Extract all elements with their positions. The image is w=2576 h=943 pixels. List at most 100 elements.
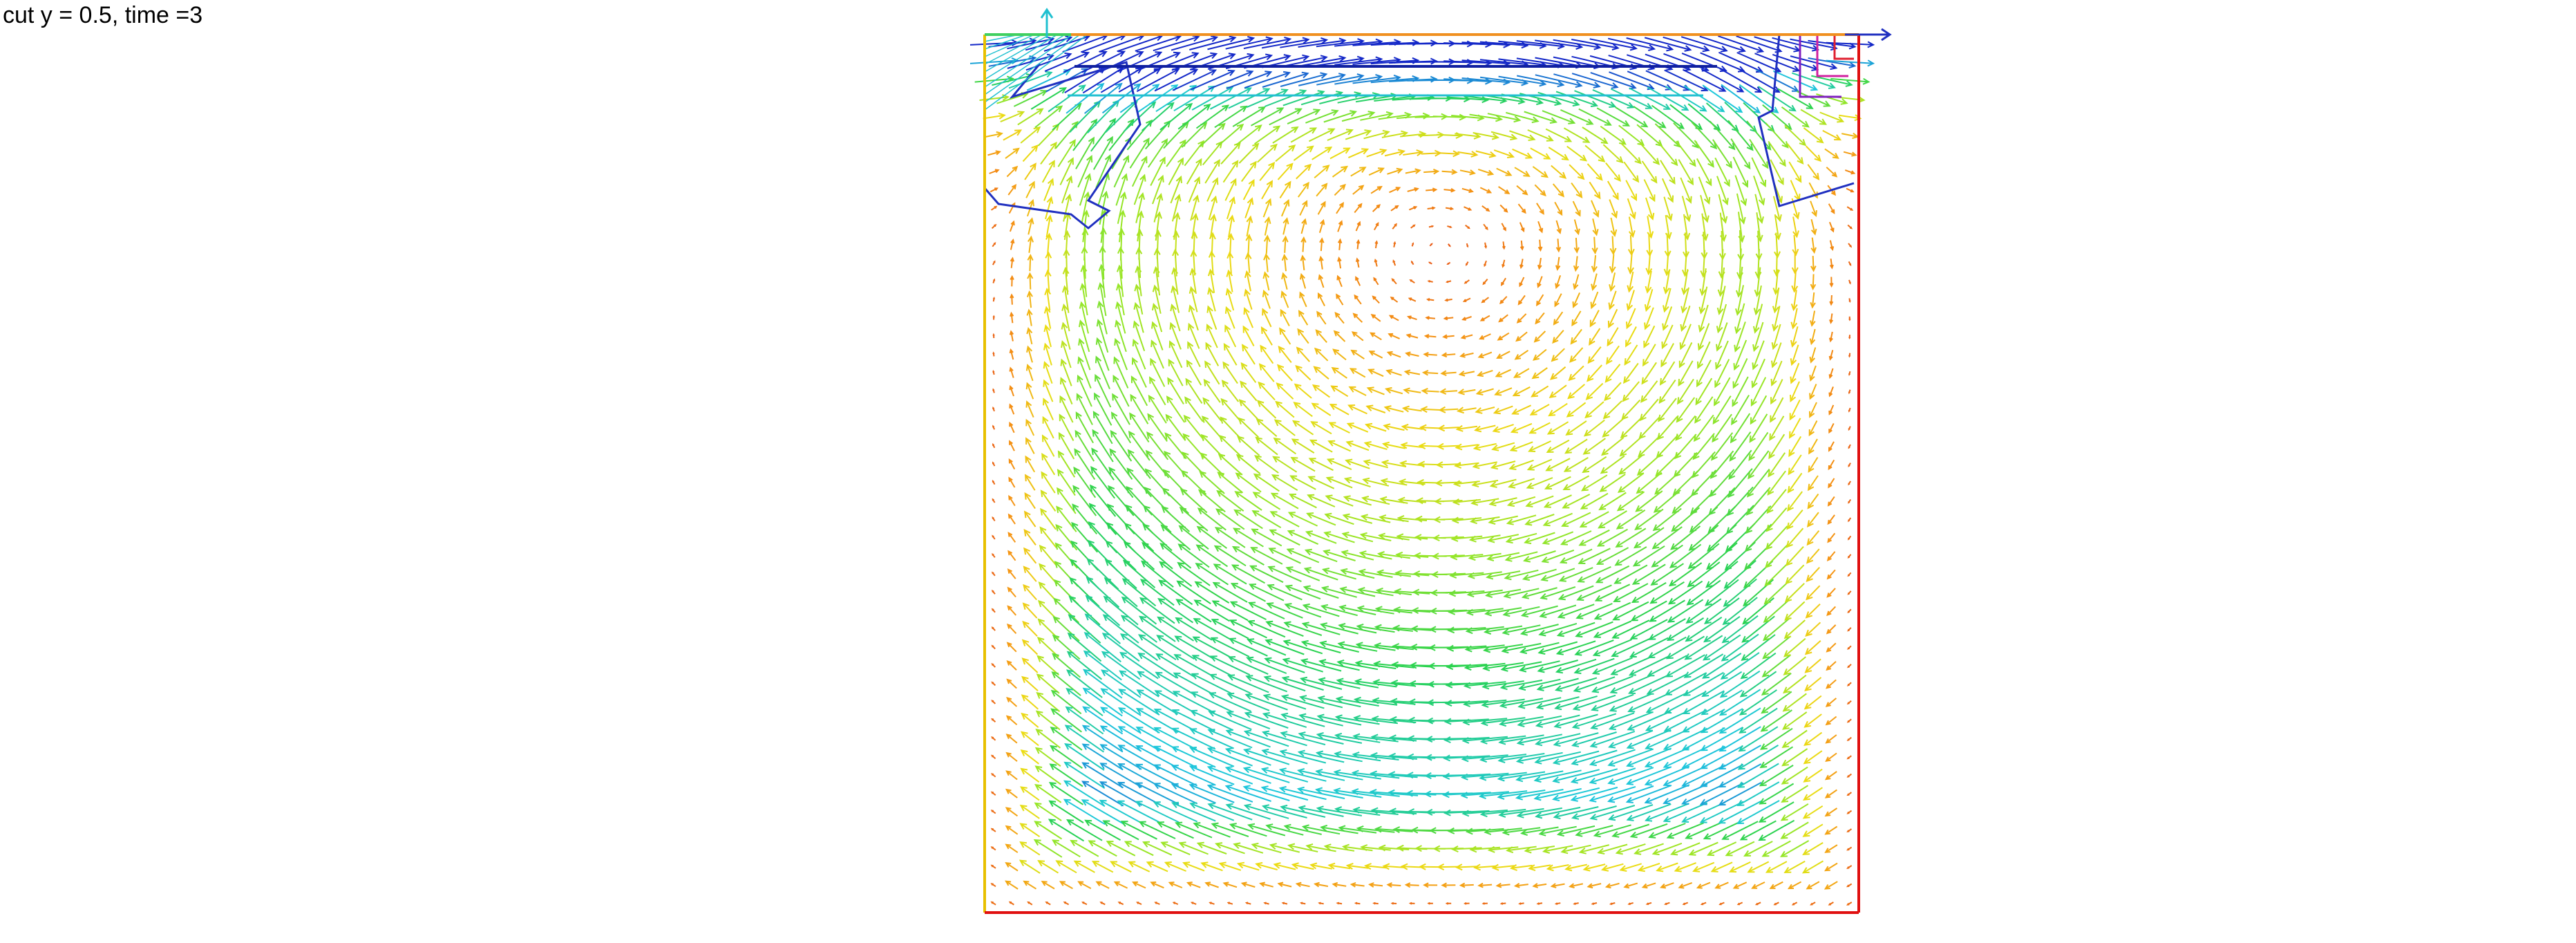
vector-arrow <box>1366 149 1386 158</box>
vector-arrowhead <box>1285 584 1293 592</box>
vector-arrow <box>1566 145 1587 162</box>
vector-arrowhead <box>1696 380 1703 388</box>
vector-arrowhead <box>1786 522 1794 530</box>
vector-arrowhead <box>1079 301 1086 309</box>
vector-arrow <box>1826 716 1837 725</box>
vector-arrow <box>1841 133 1858 138</box>
vector-arrow <box>1610 272 1616 291</box>
vector-arrow <box>1084 632 1121 663</box>
vector-arrow <box>1454 480 1480 485</box>
vector-arrowhead <box>1374 624 1382 631</box>
vector-arrow <box>1581 492 1609 510</box>
vector-arrow <box>1602 863 1624 870</box>
vector-arrow <box>1262 308 1272 328</box>
vector-arrow <box>1017 108 1043 126</box>
vector-arrow <box>1661 324 1674 348</box>
vector-arrowhead <box>1374 240 1379 245</box>
vector-arrow <box>1694 414 1714 441</box>
vector-arrowhead <box>1549 391 1557 399</box>
vector-arrowhead <box>1486 207 1490 212</box>
vector-arrow <box>1516 331 1528 342</box>
vector-arrowhead <box>1849 263 1852 266</box>
vector-arrowhead <box>1572 301 1578 308</box>
vector-arrowhead <box>1009 440 1013 445</box>
vector-arrowhead <box>1265 620 1273 628</box>
vector-arrowhead <box>1816 136 1824 144</box>
vector-arrowhead <box>1006 678 1012 684</box>
vector-arrow <box>1361 534 1392 541</box>
vector-arrow <box>1439 427 1459 429</box>
vector-arrowhead <box>1484 828 1492 835</box>
vector-arrow <box>1281 291 1289 308</box>
vector-arrowhead <box>1185 102 1193 110</box>
vector-arrowhead <box>1713 124 1721 131</box>
vector-arrow <box>1205 882 1219 888</box>
vector-arrowhead <box>1179 506 1187 514</box>
vector-arrow <box>1609 804 1654 820</box>
vector-arrow <box>1712 395 1732 424</box>
vector-arrow <box>1608 308 1618 328</box>
vector-arrowhead <box>1361 148 1370 155</box>
vector-arrow <box>1634 527 1665 548</box>
vector-arrowhead <box>1227 902 1231 905</box>
vector-arrowhead <box>1336 659 1345 666</box>
vector-arrow <box>1573 292 1581 308</box>
vector-arrow <box>1712 413 1732 442</box>
vector-arrowhead <box>1692 471 1699 478</box>
vector-arrowhead <box>1065 194 1072 202</box>
vector-arrowhead <box>1649 615 1657 622</box>
vector-arrowhead <box>1720 234 1727 243</box>
vector-arrow <box>1781 785 1809 803</box>
vector-arrow <box>1808 57 1855 67</box>
vector-arrowhead <box>1364 129 1372 136</box>
vector-arrowhead <box>1590 301 1597 310</box>
vector-arrow <box>1623 362 1639 383</box>
vector-arrow <box>1185 378 1203 404</box>
vector-arrowhead <box>1136 50 1144 57</box>
vector-arrowhead <box>1573 686 1581 693</box>
vector-arrow <box>1457 425 1478 430</box>
vector-arrow <box>1167 377 1184 405</box>
vector-arrowhead <box>1188 783 1197 790</box>
vector-arrow <box>1803 768 1823 783</box>
vector-arrow <box>1303 604 1340 617</box>
vector-arrow <box>1334 330 1346 342</box>
vector-arrowhead <box>1682 902 1685 906</box>
vector-arrowhead <box>1117 726 1126 733</box>
vector-arrow <box>1611 637 1651 657</box>
vector-arrowhead <box>1036 108 1044 115</box>
vector-arrow <box>1155 267 1161 296</box>
vector-arrowhead <box>1041 434 1048 442</box>
vector-arrow <box>1187 342 1201 368</box>
vector-arrow <box>1340 606 1376 615</box>
vector-arrowhead <box>1751 884 1758 889</box>
vector-arrowhead <box>1302 37 1310 44</box>
vector-arrow <box>1050 745 1083 769</box>
vector-arrow <box>1772 324 1781 349</box>
vector-arrowhead <box>1083 669 1090 676</box>
vector-arrow <box>1052 671 1081 696</box>
vector-arrowhead <box>1739 834 1748 841</box>
vector-arrow <box>1282 695 1325 709</box>
vector-arrowhead <box>1164 450 1171 458</box>
vector-arrowhead <box>1443 736 1451 744</box>
vector-arrowhead <box>1608 742 1616 749</box>
vector-arrowhead <box>1462 718 1470 726</box>
vector-arrowhead <box>1327 862 1336 870</box>
vector-arrowhead <box>1497 792 1505 800</box>
vector-arrow <box>1699 304 1709 332</box>
vector-arrow <box>1407 187 1419 192</box>
vector-arrowhead <box>1376 551 1385 558</box>
vector-arrow <box>1022 639 1039 655</box>
vector-arrowhead <box>1627 706 1636 713</box>
vector-arrowhead <box>1847 628 1850 632</box>
vector-arrowhead <box>1405 790 1413 797</box>
vector-arrowhead <box>1027 254 1034 261</box>
vector-arrow <box>1087 559 1119 590</box>
vector-arrowhead <box>1698 325 1705 333</box>
vector-arrow <box>1443 335 1455 338</box>
vector-arrow <box>1751 157 1766 187</box>
vector-arrow <box>1584 419 1605 436</box>
vector-arrowhead <box>1674 866 1682 872</box>
vector-arrowhead <box>991 773 994 776</box>
